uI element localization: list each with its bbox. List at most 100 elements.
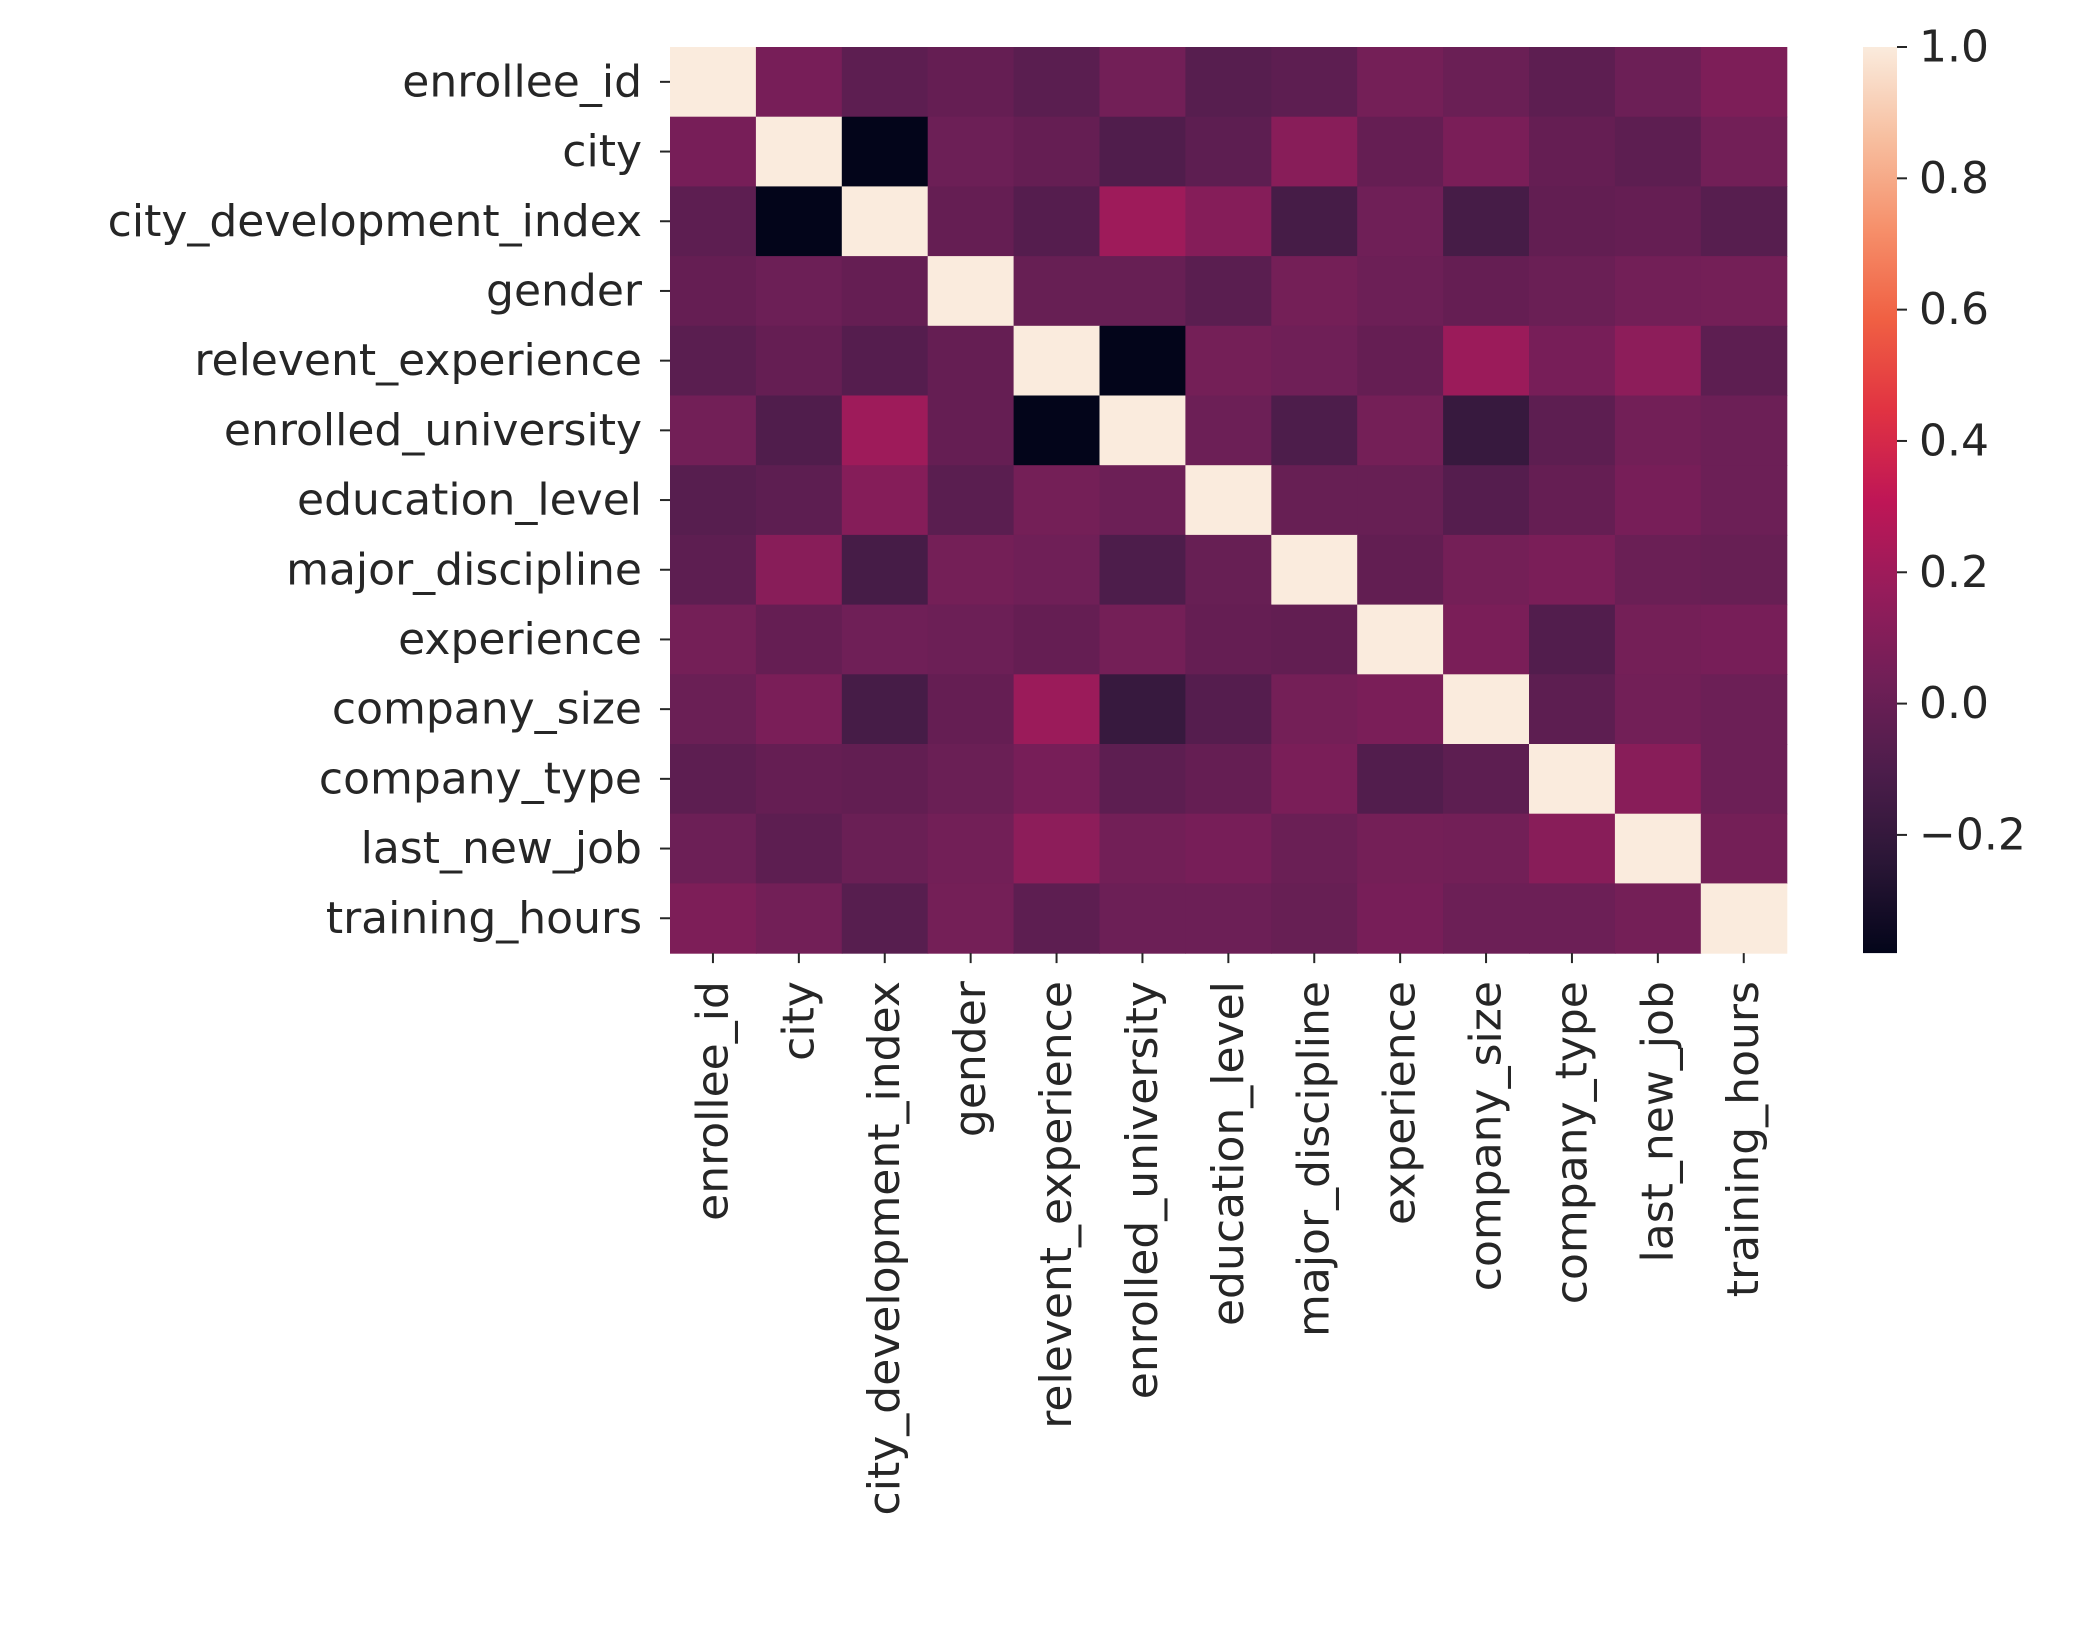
- heatmap-cell: [1099, 325, 1186, 397]
- heatmap-cell: [670, 395, 757, 466]
- heatmap-cell: [841, 674, 929, 745]
- heatmap-cell: [1271, 256, 1358, 327]
- x-tick-label: company_size: [1461, 981, 1512, 1291]
- heatmap-cell: [1013, 883, 1101, 954]
- heatmap-cell: [1271, 813, 1358, 884]
- heatmap-cell: [1271, 744, 1358, 815]
- x-tick-label: major_discipline: [1289, 981, 1340, 1337]
- heatmap-cell: [841, 395, 929, 466]
- heatmap-cell: [927, 465, 1015, 536]
- heatmap-cell: [1013, 813, 1101, 884]
- heatmap-cell: [927, 534, 1015, 606]
- heatmap-cell: [1443, 744, 1530, 815]
- heatmap-cell: [1614, 674, 1702, 745]
- heatmap-cell: [1614, 186, 1702, 257]
- heatmap-cell: [755, 116, 843, 187]
- x-tick-label: company_type: [1546, 981, 1597, 1304]
- heatmap-cell: [927, 744, 1015, 815]
- heatmap-cell: [1700, 256, 1788, 327]
- heatmap-cell: [1443, 395, 1530, 466]
- heatmap-cell: [1443, 465, 1530, 536]
- y-tick-label: city_development_index: [108, 196, 642, 247]
- heatmap-cell: [1271, 883, 1358, 954]
- heatmap-cell: [841, 744, 929, 815]
- heatmap-cell: [927, 256, 1015, 327]
- heatmap-cell: [1700, 47, 1788, 118]
- heatmap-cell: [1185, 256, 1272, 327]
- y-tick-label: city: [562, 126, 642, 177]
- heatmap-cell: [1013, 465, 1101, 536]
- heatmap-cell: [1443, 674, 1530, 745]
- heatmap-cell: [1271, 395, 1358, 466]
- heatmap-cell: [1185, 465, 1272, 536]
- heatmap-cell: [927, 883, 1015, 954]
- heatmap-cell: [670, 116, 757, 187]
- heatmap-cell: [1700, 674, 1788, 745]
- heatmap-cell: [1271, 186, 1358, 257]
- heatmap-cell: [1185, 744, 1272, 815]
- heatmap-cell: [670, 465, 757, 536]
- heatmap-cell: [1099, 186, 1186, 257]
- heatmap-cell: [1099, 47, 1186, 118]
- heatmap-cell: [1357, 604, 1444, 675]
- heatmap-cell: [755, 744, 843, 815]
- heatmap-cell: [1529, 674, 1616, 745]
- heatmap-cell: [1185, 395, 1272, 466]
- heatmap-cell: [1271, 534, 1358, 606]
- heatmap-cell: [1099, 744, 1186, 815]
- heatmap-cell: [1529, 116, 1616, 187]
- y-tick-label: relevent_experience: [194, 335, 642, 386]
- heatmap-cell: [1185, 325, 1272, 397]
- heatmap-cell: [927, 674, 1015, 745]
- heatmap-cell: [1443, 325, 1530, 397]
- colorbar-tick-label: 0.4: [1919, 415, 1989, 466]
- heatmap-cell: [1443, 883, 1530, 954]
- heatmap-cell: [1357, 116, 1444, 187]
- heatmap-cell: [1013, 256, 1101, 327]
- x-tick-label: gender: [945, 980, 996, 1137]
- heatmap-cell: [1700, 813, 1788, 884]
- heatmap-cell: [1529, 395, 1616, 466]
- heatmap-cell: [1700, 604, 1788, 675]
- heatmap-cell: [1099, 465, 1186, 536]
- heatmap-cell: [1700, 116, 1788, 187]
- y-tick-label: education_level: [297, 475, 642, 526]
- heatmap-cell: [1614, 256, 1702, 327]
- colorbar-tick-label: 0.6: [1919, 284, 1989, 335]
- heatmap-cell: [1700, 395, 1788, 466]
- y-tick-label: enrolled_university: [224, 405, 642, 456]
- heatmap-cell: [1271, 116, 1358, 187]
- heatmap-cell: [841, 813, 929, 884]
- heatmap-cell: [1357, 534, 1444, 606]
- heatmap-cell: [755, 813, 843, 884]
- heatmap-cell: [755, 256, 843, 327]
- x-tick-label: city: [773, 981, 824, 1061]
- heatmap-cell: [670, 604, 757, 675]
- y-tick-label: enrollee_id: [402, 56, 642, 107]
- heatmap-cell: [1529, 604, 1616, 675]
- x-axis-tick-labels: enrollee_id city city_development_index gen…: [687, 953, 1769, 1515]
- heatmap-cell: [755, 395, 843, 466]
- heatmap-cell: [1271, 604, 1358, 675]
- heatmap-cell: [670, 325, 757, 397]
- y-tick-label: experience: [398, 614, 642, 665]
- colorbar-tick-label: 1.0: [1919, 22, 1989, 73]
- heatmap-cell: [1357, 674, 1444, 745]
- heatmap-cell: [927, 325, 1015, 397]
- heatmap-cell: [841, 47, 929, 118]
- heatmap-cell: [1013, 395, 1101, 466]
- heatmap-cell: [1529, 186, 1616, 257]
- heatmap-cell: [670, 534, 757, 606]
- heatmap-cell: [1529, 534, 1616, 606]
- heatmap-cell: [841, 186, 929, 257]
- x-tick-label: enrolled_university: [1117, 981, 1168, 1399]
- heatmap-cell: [1357, 395, 1444, 466]
- heatmap-cell: [1271, 325, 1358, 397]
- heatmap-cell: [670, 883, 757, 954]
- heatmap-cell: [1529, 325, 1616, 397]
- x-tick-label: experience: [1375, 981, 1426, 1225]
- y-tick-label: company_size: [332, 684, 642, 735]
- heatmap-cell: [1529, 256, 1616, 327]
